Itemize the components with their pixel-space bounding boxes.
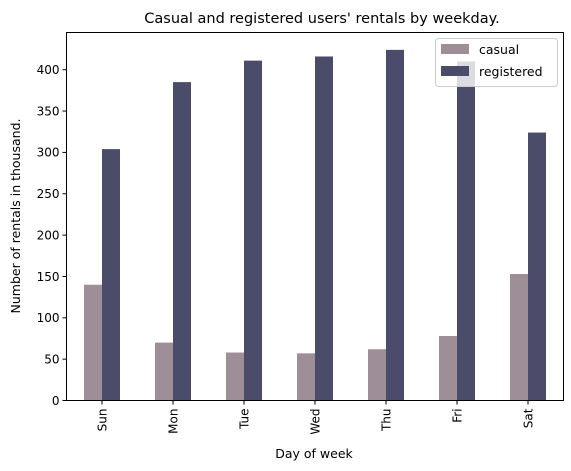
plot-frame: [66, 32, 564, 401]
bar-casual-thu: [368, 349, 386, 401]
x-tick-label-thu: Thu: [380, 409, 394, 433]
y-axis-label: Number of rentals in thousand.: [8, 119, 23, 314]
bar-registered-wed: [315, 56, 333, 401]
bar-casual-sat: [510, 273, 528, 401]
y-tick-label: 350: [37, 104, 60, 118]
chart-title: Casual and registered users' rentals by …: [144, 11, 500, 27]
x-tick-label-mon: Mon: [167, 409, 181, 434]
legend: casual registered: [435, 38, 558, 87]
legend-swatch-casual: [441, 44, 469, 54]
bar-casual-fri: [439, 336, 457, 401]
x-tick-label-sun: Sun: [96, 409, 110, 432]
y-tick-label: 250: [37, 187, 60, 201]
x-tick-label-wed: Wed: [309, 409, 323, 435]
y-axis: 0 50 100 150 200 250 300 350 400: [37, 63, 67, 408]
legend-swatch-registered: [441, 66, 469, 76]
bar-registered-tue: [244, 60, 262, 401]
x-tick-label-fri: Fri: [451, 409, 465, 423]
bar-casual-wed: [297, 353, 315, 401]
y-tick-label: 100: [37, 311, 60, 325]
y-tick-label: 0: [52, 394, 60, 408]
y-tick-label: 150: [37, 270, 60, 284]
y-tick-label: 50: [44, 352, 59, 366]
y-tick-label: 400: [37, 63, 60, 77]
bars-group: [84, 49, 546, 401]
x-axis: Sun Mon Tue Wed Thu Fri Sat: [96, 400, 536, 435]
x-tick-label-sat: Sat: [522, 408, 536, 428]
legend-label-registered: registered: [479, 64, 543, 79]
bar-registered-mon: [173, 82, 191, 401]
bar-casual-tue: [226, 352, 244, 401]
bar-casual-sun: [84, 284, 102, 401]
bar-registered-sun: [102, 149, 120, 401]
x-tick-label-tue: Tue: [238, 409, 252, 431]
bar-casual-mon: [155, 342, 173, 401]
y-tick-label: 200: [37, 228, 60, 242]
bar-registered-sat: [528, 132, 546, 401]
bar-registered-fri: [457, 61, 475, 401]
bar-registered-thu: [386, 49, 404, 401]
legend-label-casual: casual: [479, 42, 519, 57]
x-axis-label: Day of week: [275, 446, 353, 461]
y-tick-label: 300: [37, 146, 60, 160]
